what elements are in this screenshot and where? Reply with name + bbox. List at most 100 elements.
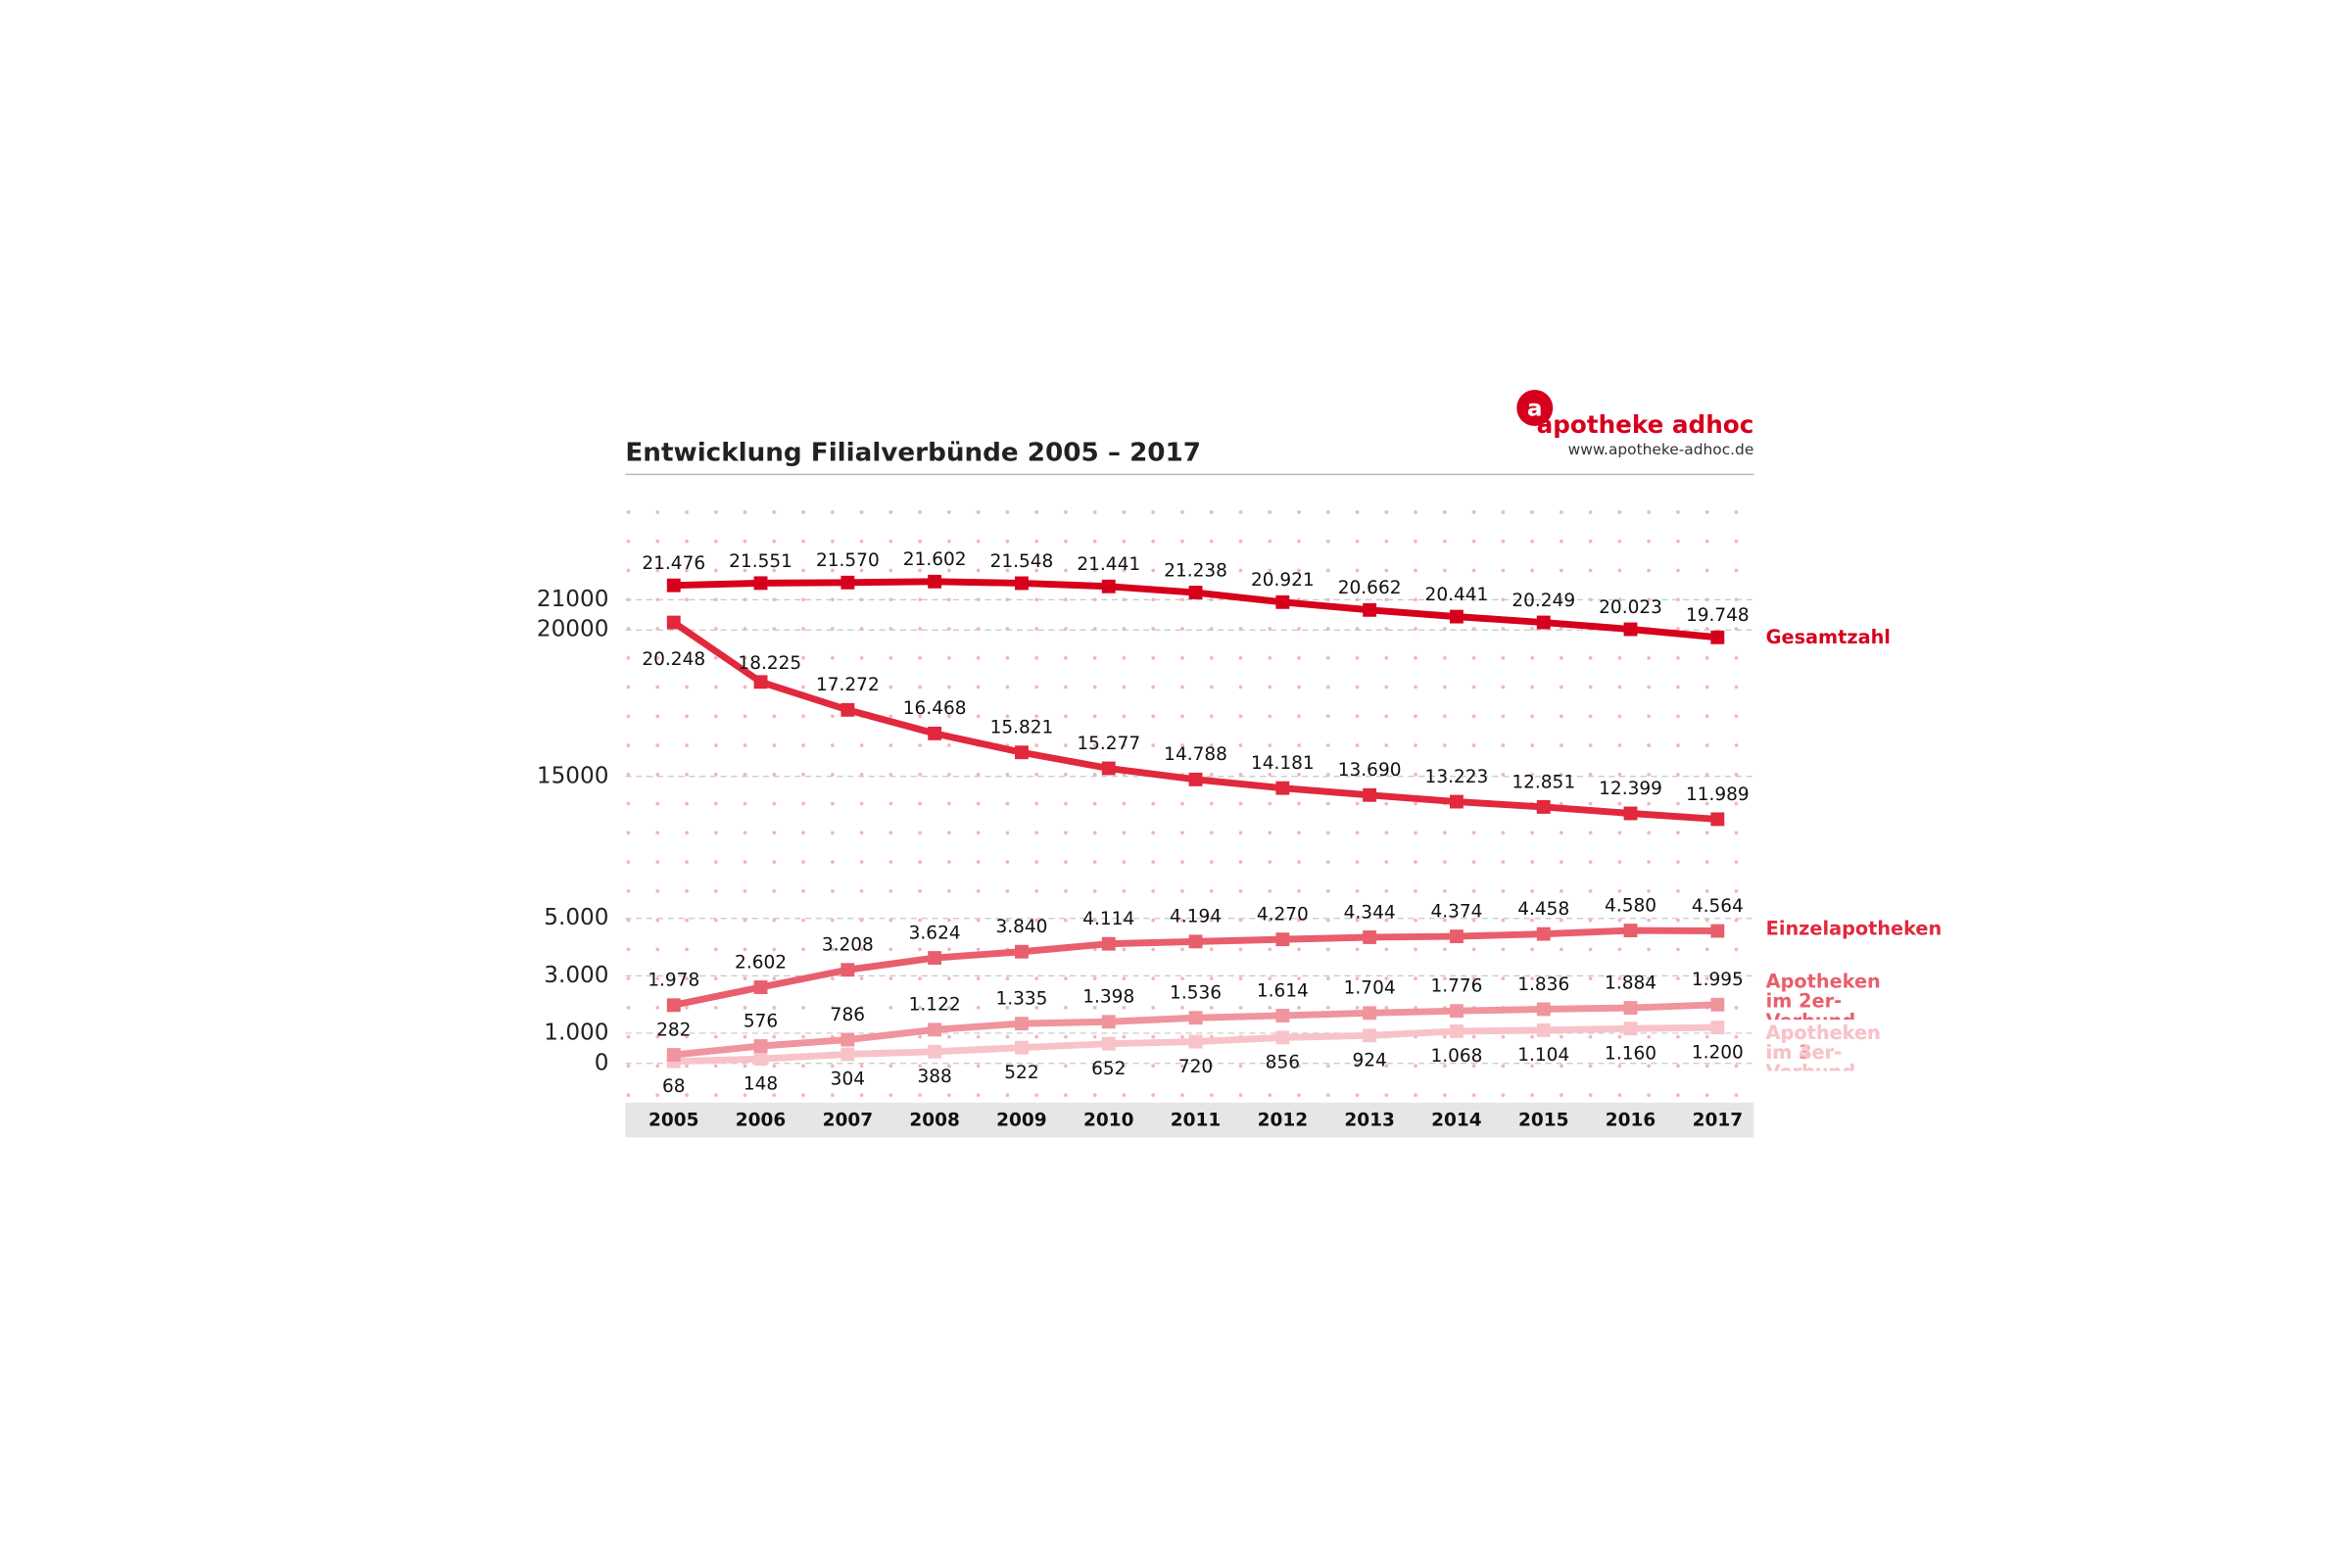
data-label: 21.238 [1164, 560, 1227, 581]
chart-title: Entwicklung Filialverbünde 2005 – 2017 [625, 438, 1201, 467]
x-tick-label: 2006 [736, 1110, 786, 1130]
point-marker [840, 575, 855, 590]
data-label: 786 [831, 1005, 865, 1025]
data-label: 1.068 [1430, 1046, 1482, 1067]
data-label: 68 [662, 1076, 686, 1097]
point-marker [1101, 761, 1116, 776]
data-label: 1.200 [1692, 1042, 1744, 1063]
data-label: 4.580 [1605, 895, 1656, 916]
data-label: 21.570 [816, 550, 880, 571]
legend-entry: Gesamtzahl [1765, 627, 1891, 648]
point-marker [928, 574, 942, 589]
logo-letter: a [1527, 397, 1543, 422]
legend-label: Einzelapotheken [1765, 918, 1943, 940]
point-marker [928, 951, 942, 965]
point-marker [1363, 787, 1377, 802]
point-marker [1015, 944, 1029, 959]
x-tick-label: 2011 [1171, 1110, 1222, 1130]
data-label: 304 [831, 1069, 865, 1090]
point-marker [1363, 1006, 1377, 1021]
data-label: 14.181 [1251, 753, 1315, 774]
x-tick-label: 2005 [648, 1110, 699, 1130]
y-tick-label: 0 [595, 1050, 609, 1075]
data-label: 652 [1091, 1059, 1126, 1079]
logo-text: apotheke adhoc [1537, 410, 1754, 439]
point-marker [1536, 615, 1551, 630]
point-marker [753, 1039, 768, 1053]
data-label: 856 [1266, 1053, 1300, 1073]
data-label: 21.441 [1077, 554, 1140, 575]
point-marker [1101, 1015, 1116, 1029]
data-label: 4.374 [1430, 901, 1482, 922]
point-marker [1449, 609, 1464, 624]
point-marker [1015, 745, 1029, 760]
x-tick-label: 2008 [909, 1110, 960, 1130]
point-marker [1449, 794, 1464, 809]
point-marker [753, 576, 768, 591]
point-marker [840, 702, 855, 717]
data-label: 720 [1178, 1057, 1213, 1077]
point-marker [753, 675, 768, 689]
point-marker [1623, 1022, 1638, 1036]
data-label: 21.476 [642, 553, 705, 574]
point-marker [1623, 622, 1638, 637]
data-label: 21.602 [903, 549, 967, 570]
data-label: 1.335 [995, 988, 1047, 1009]
point-marker [1101, 1036, 1116, 1051]
y-tick-label: 5.000 [544, 905, 608, 930]
point-marker [1623, 806, 1638, 821]
legend-label: Apotheken im 4er-Verbund [1765, 1022, 1881, 1070]
data-label: 1.704 [1344, 978, 1396, 999]
data-label: 1.836 [1517, 974, 1569, 995]
point-marker [840, 1032, 855, 1047]
data-label: 13.223 [1425, 767, 1489, 787]
data-label: 15.277 [1077, 734, 1140, 754]
data-label: 20.662 [1338, 578, 1402, 598]
data-label: 21.548 [990, 551, 1054, 572]
x-tick-label: 2010 [1083, 1110, 1134, 1130]
x-tick-label: 2016 [1606, 1110, 1656, 1130]
data-label: 20.441 [1425, 585, 1489, 605]
point-marker [1275, 932, 1290, 947]
x-tick-label: 2017 [1693, 1110, 1744, 1130]
legend-label: Gesamtzahl [1765, 627, 1891, 648]
data-label: 1.776 [1430, 976, 1482, 997]
source-url: www.apotheke-adhoc.de [1568, 441, 1754, 458]
point-marker [1363, 930, 1377, 944]
data-label: 1.122 [909, 995, 961, 1016]
data-label: 4.270 [1257, 904, 1309, 925]
data-label: 4.114 [1082, 909, 1134, 929]
data-label: 12.851 [1512, 772, 1575, 792]
x-axis-band [625, 1102, 1754, 1138]
data-label: 20.249 [1512, 591, 1575, 611]
legend-entry: Apotheken im 2er-Verbund [1765, 971, 1881, 1020]
point-marker [1363, 1028, 1377, 1043]
point-marker [666, 578, 681, 593]
x-tick-label: 2012 [1258, 1110, 1309, 1130]
logo-icon [1516, 390, 1554, 427]
data-label: 1.614 [1257, 980, 1309, 1001]
point-marker [1449, 929, 1464, 944]
point-marker [666, 998, 681, 1013]
y-tick-label: 1.000 [544, 1020, 608, 1045]
data-label: 4.458 [1517, 899, 1569, 920]
point-marker [840, 1047, 855, 1062]
data-label: 12.399 [1599, 779, 1662, 799]
point-marker [1188, 586, 1203, 599]
point-marker [666, 615, 681, 630]
point-marker [1536, 927, 1551, 941]
data-label: 3.840 [995, 917, 1047, 937]
point-marker [1536, 1022, 1551, 1037]
point-marker [1101, 936, 1116, 951]
point-marker [928, 1022, 942, 1037]
point-marker [753, 980, 768, 994]
x-tick-label: 2014 [1431, 1110, 1482, 1130]
point-marker [928, 726, 942, 740]
data-label: 1.104 [1517, 1045, 1569, 1066]
x-tick-label: 2013 [1344, 1110, 1395, 1130]
data-label: 17.272 [816, 675, 880, 695]
point-marker [666, 1048, 681, 1063]
legend-label: Apotheken im 2er-Verbund [1765, 971, 1881, 1020]
data-label: 148 [744, 1073, 778, 1094]
data-label: 576 [744, 1011, 778, 1031]
